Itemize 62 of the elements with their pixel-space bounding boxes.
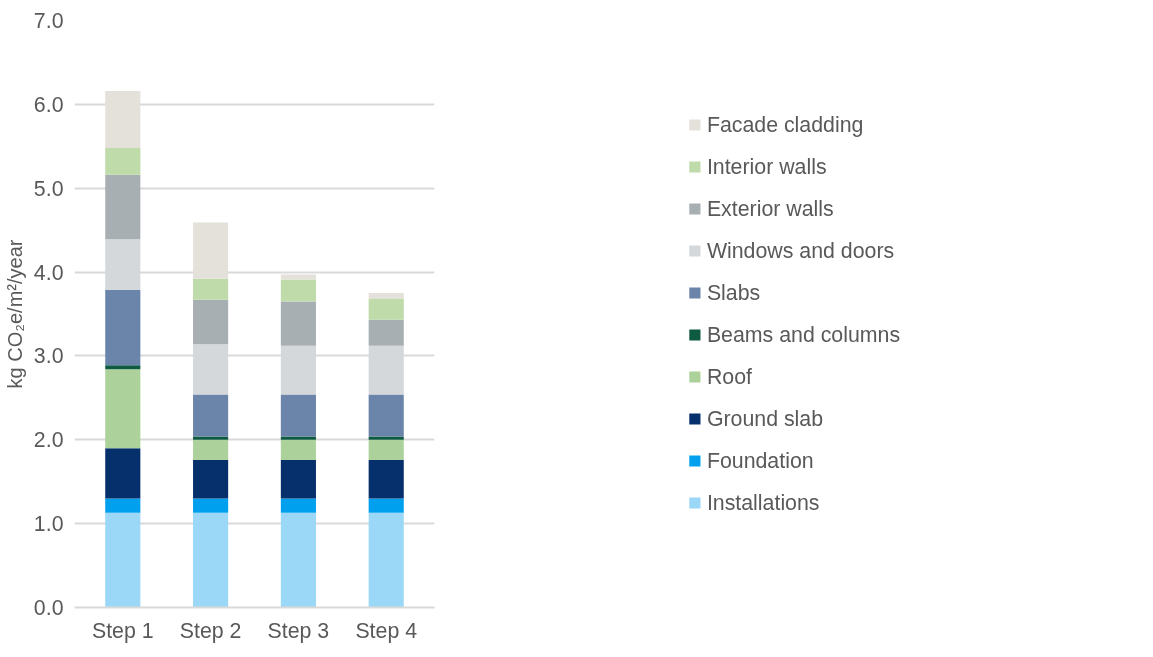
bar (193, 436, 229, 440)
bar (105, 147, 141, 175)
bar (193, 222, 229, 279)
bar (368, 459, 404, 499)
legend-label: Exterior walls (706, 196, 834, 221)
bar (280, 394, 316, 437)
bar (368, 345, 404, 395)
bar (193, 394, 229, 437)
y-tick-label: 7.0 (33, 9, 64, 33)
x-tick-label: Step 4 (355, 618, 418, 643)
y-tick-label: 2.0 (33, 428, 64, 453)
legend-label: Beams and columns (706, 322, 901, 347)
bar (193, 512, 229, 608)
y-tick-label: 1.0 (33, 512, 64, 537)
y-tick-label: 4.0 (33, 260, 64, 285)
bar (193, 344, 229, 395)
bar (193, 439, 229, 460)
bar (280, 301, 316, 346)
bar (280, 274, 316, 280)
bar (193, 299, 229, 345)
y-tick-label: 3.0 (33, 344, 64, 369)
y-axis-title: kg CO₂e/m²/year (3, 239, 26, 389)
x-tick-label: Step 3 (267, 618, 330, 643)
legend-label: Windows and doors (706, 238, 895, 263)
bar (368, 436, 404, 440)
y-tick-label: 0.0 (33, 596, 64, 620)
bar (280, 439, 316, 460)
x-tick-label: Step 2 (179, 618, 242, 643)
legend-label: Foundation (706, 448, 814, 473)
y-tick-label: 5.0 (33, 176, 64, 201)
legend-label: Interior walls (706, 154, 827, 179)
bar (368, 512, 404, 608)
legend-label: Installations (706, 490, 820, 515)
bar (105, 498, 141, 513)
legend-label: Facade cladding (706, 112, 864, 137)
bar (368, 298, 404, 320)
bar (280, 512, 316, 608)
bar (280, 459, 316, 499)
bar (193, 498, 229, 513)
bar (105, 289, 141, 366)
bar (193, 459, 229, 499)
bar (280, 279, 316, 302)
bar (105, 369, 141, 449)
bar (280, 345, 316, 395)
legend-label: Slabs (706, 280, 761, 305)
bar (105, 512, 141, 608)
bar (368, 293, 404, 299)
bar (105, 239, 141, 290)
bar (368, 439, 404, 460)
bar (280, 436, 316, 440)
y-tick-label: 6.0 (33, 92, 64, 117)
bar (368, 394, 404, 437)
bar (193, 278, 229, 300)
x-tick-label: Step 1 (91, 618, 154, 643)
bar (368, 319, 404, 346)
bar (105, 365, 141, 370)
bar (280, 498, 316, 513)
bar (105, 174, 141, 240)
legend-label: Ground slab (706, 406, 824, 431)
legend-label: Roof (706, 364, 752, 389)
bar (105, 448, 141, 499)
bar (368, 498, 404, 513)
